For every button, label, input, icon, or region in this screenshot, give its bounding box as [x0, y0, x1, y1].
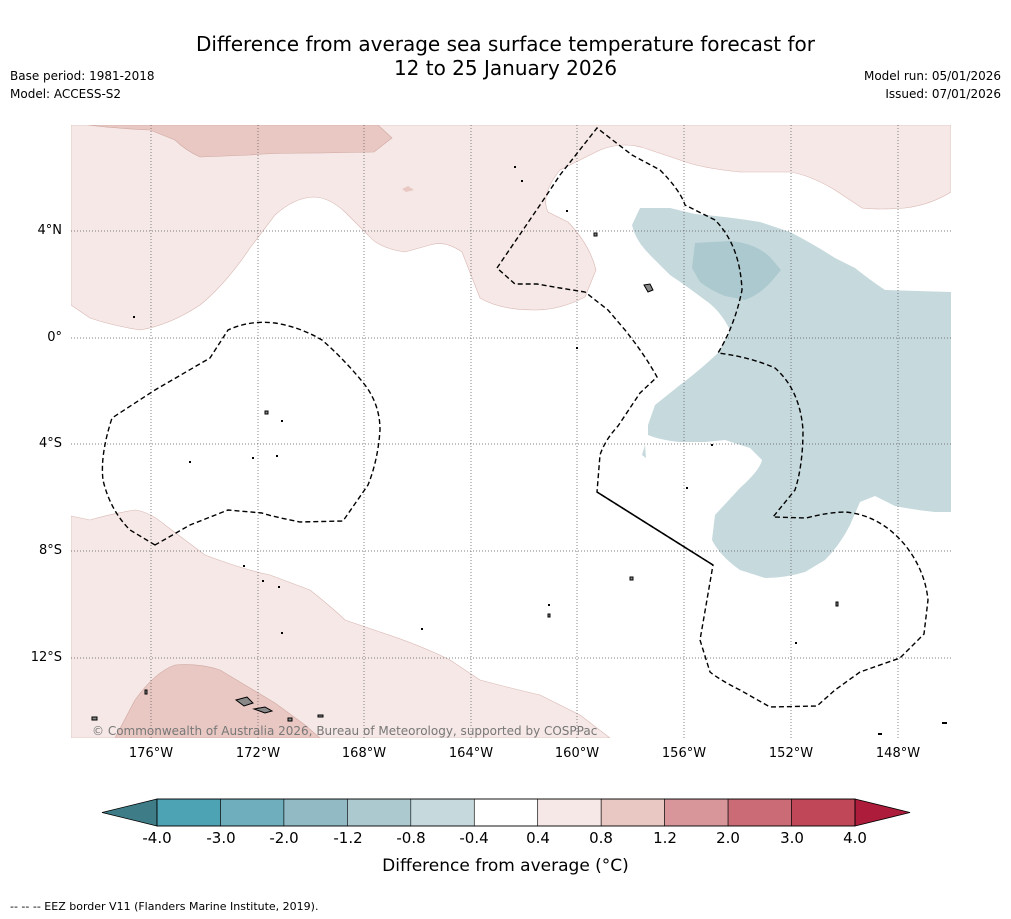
colorbar-cell-3 — [347, 798, 412, 827]
eez-solid-border — [596, 491, 714, 566]
meta-left: Base period: 1981-2018 Model: ACCESS-S2 — [10, 67, 155, 103]
lon-label-172w: 172°W — [235, 746, 281, 761]
issued-date: Issued: 07/01/2026 — [885, 87, 1001, 101]
map-title: Difference from average sea surface temp… — [0, 32, 1011, 80]
cb-tick-6: 0.4 — [526, 829, 550, 847]
lon-label-156w: 156°W — [661, 746, 707, 761]
colorbar-cell-0 — [156, 798, 221, 827]
colorbar-cell-2 — [283, 798, 348, 827]
cb-tick-9: 2.0 — [716, 829, 740, 847]
colorbar-extend-high — [854, 798, 911, 827]
colorbar-extend-low — [101, 798, 158, 827]
cb-tick-1: -3.0 — [206, 829, 236, 847]
warm-mid-southwest — [114, 664, 321, 738]
lat-label-4n: 4°N — [37, 223, 63, 238]
model-name: Model: ACCESS-S2 — [10, 87, 122, 101]
cb-tick-5: -0.4 — [459, 829, 489, 847]
lat-label-0: 0° — [47, 330, 62, 345]
cb-tick-0: -4.0 — [142, 829, 172, 847]
cb-tick-4: -0.8 — [396, 829, 426, 847]
eez-legend-note: -- -- -- EEZ border V11 (Flanders Marine… — [10, 900, 319, 913]
colorbar-title: Difference from average (°C) — [382, 856, 629, 876]
lon-label-168w: 168°W — [341, 746, 387, 761]
graticule — [71, 125, 951, 738]
warm-mid-north — [87, 125, 393, 158]
title-line-1: Difference from average sea surface temp… — [195, 32, 815, 56]
colorbar-cell-9 — [727, 798, 792, 827]
lon-label-148w: 148°W — [875, 746, 921, 761]
lat-label-12s: 12°S — [30, 650, 62, 665]
lon-label-160w: 160°W — [554, 746, 600, 761]
cb-tick-2: -2.0 — [269, 829, 299, 847]
atolls — [133, 166, 947, 735]
lon-label-176w: 176°W — [128, 746, 174, 761]
cb-tick-3: -1.2 — [333, 829, 363, 847]
warm-anomaly-north — [71, 125, 951, 331]
cb-tick-11: 4.0 — [843, 829, 867, 847]
lat-label-4s: 4°S — [38, 436, 62, 451]
lon-label-164w: 164°W — [448, 746, 494, 761]
colorbar-cell-10 — [791, 798, 856, 827]
colorbar-cell-8 — [664, 798, 729, 827]
model-run: Model run: 05/01/2026 — [863, 69, 1001, 83]
colorbar-cell-4 — [410, 798, 475, 827]
cool-anomaly-east — [632, 208, 951, 578]
colorbar-cell-1 — [220, 798, 285, 827]
colorbar-cells — [156, 798, 856, 827]
islands — [91, 232, 839, 722]
lon-label-152w: 152°W — [768, 746, 814, 761]
colorbar-cell-7 — [600, 798, 665, 827]
cool-mid-east — [692, 241, 781, 300]
lat-label-8s: 8°S — [38, 543, 62, 558]
cb-tick-7: 0.8 — [589, 829, 613, 847]
colorbar-cell-5 — [473, 798, 539, 827]
cb-tick-8: 1.2 — [653, 829, 677, 847]
title-line-2: 12 to 25 January 2026 — [393, 56, 618, 80]
cb-tick-10: 3.0 — [780, 829, 804, 847]
copyright-notice: © Commonwealth of Australia 2026, Bureau… — [92, 724, 598, 738]
eez-borders — [101, 127, 929, 708]
base-period: Base period: 1981-2018 — [10, 69, 155, 83]
meta-right: Model run: 05/01/2026 Issued: 07/01/2026 — [864, 67, 1001, 103]
colorbar-cell-6 — [537, 798, 602, 827]
colorbar — [101, 798, 911, 827]
